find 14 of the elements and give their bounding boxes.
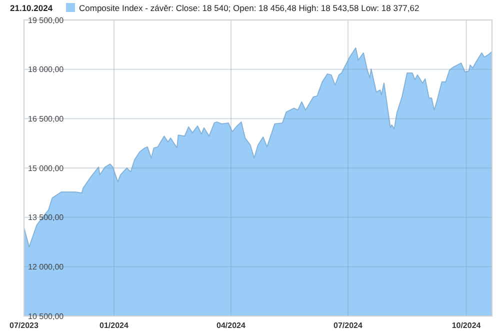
x-tick-label: 07/2024 <box>334 321 364 330</box>
y-tick-label: 18 000,00 <box>28 65 64 74</box>
y-tick-label: 16 500,00 <box>28 114 64 124</box>
y-tick-label: 10 500,00 <box>28 312 64 321</box>
legend-label: Composite Index - závěr: Close: 18 540; Open: 18 456,48 High: 18 543,58 Low: 18 377,62 <box>79 3 420 13</box>
x-tick-label: 01/2024 <box>100 321 130 330</box>
x-tick-label: 04/2024 <box>216 321 246 330</box>
y-tick-label: 15 000,00 <box>28 164 64 173</box>
chart-title: 21.10.2024 <box>10 3 53 13</box>
y-tick-label: 19 500,00 <box>28 16 64 25</box>
y-tick-label: 13 500,00 <box>28 213 64 222</box>
y-tick-label: 12 000,00 <box>28 262 64 272</box>
x-tick-label: 10/2024 <box>452 321 482 330</box>
x-tick-label: 07/2023 <box>10 321 40 330</box>
